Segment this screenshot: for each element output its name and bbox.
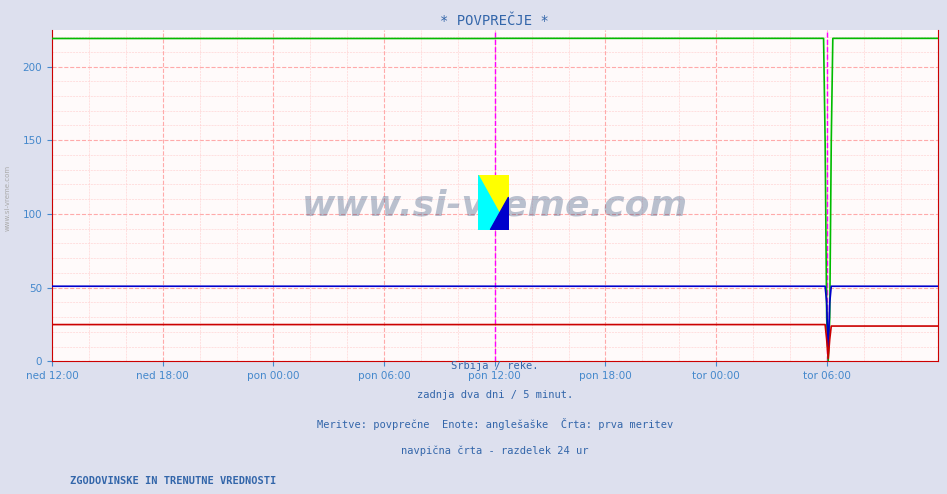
Text: navpična črta - razdelek 24 ur: navpična črta - razdelek 24 ur xyxy=(402,446,588,456)
Text: Meritve: povprečne  Enote: anglešaške  Črta: prva meritev: Meritve: povprečne Enote: anglešaške Črt… xyxy=(316,417,673,430)
Polygon shape xyxy=(491,197,509,230)
Title: * POVPREČJE *: * POVPREČJE * xyxy=(440,14,549,29)
Text: www.si-vreme.com: www.si-vreme.com xyxy=(302,189,688,222)
Text: zadnja dva dni / 5 minut.: zadnja dva dni / 5 minut. xyxy=(417,389,573,400)
Text: www.si-vreme.com: www.si-vreme.com xyxy=(5,165,10,231)
Text: ZGODOVINSKE IN TRENUTNE VREDNOSTI: ZGODOVINSKE IN TRENUTNE VREDNOSTI xyxy=(70,476,276,486)
Polygon shape xyxy=(478,175,509,230)
Text: Srbija / reke.: Srbija / reke. xyxy=(451,362,539,371)
